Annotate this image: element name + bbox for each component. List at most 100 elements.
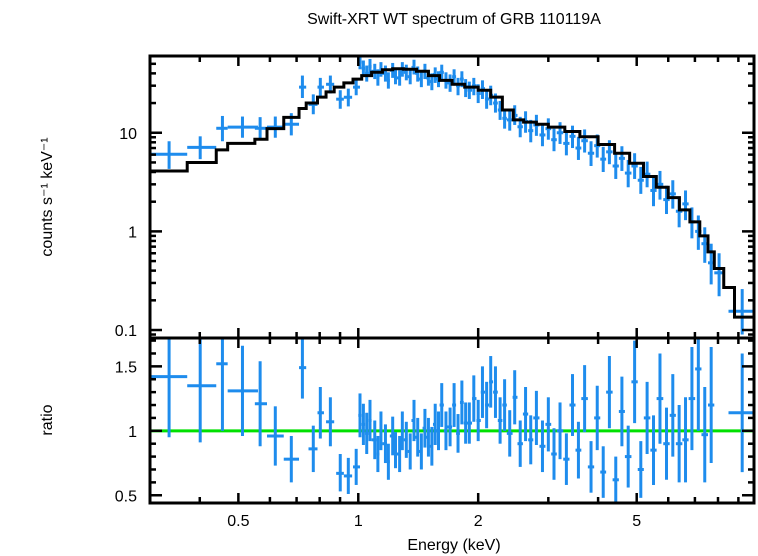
data-point — [539, 420, 546, 473]
data-point — [317, 77, 324, 98]
data-point — [227, 116, 258, 138]
data-point — [187, 338, 217, 443]
data-point — [669, 180, 676, 209]
data-point — [467, 81, 473, 99]
y-tick-label: 0.5 — [115, 488, 137, 505]
data-point — [353, 448, 361, 485]
data-point — [476, 399, 481, 442]
data-point — [432, 403, 437, 445]
data-point — [439, 383, 444, 427]
y-axis-label-ratio: ratio — [39, 404, 56, 435]
data-point — [545, 397, 552, 452]
data-point — [443, 411, 448, 451]
data-point — [439, 64, 444, 81]
data-point — [336, 454, 344, 492]
data-point — [436, 411, 441, 451]
data-point — [317, 386, 324, 439]
data-point — [472, 375, 477, 422]
data-point — [637, 441, 644, 498]
y-tick-label: 1 — [128, 424, 137, 441]
data-point — [517, 420, 523, 467]
data-point — [512, 370, 518, 425]
data-point — [299, 75, 307, 99]
data-point — [533, 390, 540, 445]
data-point — [326, 397, 335, 447]
data-point — [551, 128, 557, 152]
data-point — [631, 153, 638, 179]
spectrum-plot-area — [150, 56, 754, 335]
data-point — [506, 110, 513, 131]
data-point — [216, 338, 228, 431]
data-point — [150, 338, 188, 438]
x-axis-label: Energy (keV) — [407, 537, 500, 554]
data-point — [382, 424, 387, 464]
data-point — [682, 190, 689, 221]
data-point — [376, 435, 380, 473]
data-point — [365, 65, 369, 82]
data-point — [400, 411, 404, 451]
data-point — [463, 402, 468, 444]
chart-title: Swift-XRT WT spectrum of GRB 110119A — [307, 11, 601, 28]
data-point — [403, 64, 408, 81]
data-point — [497, 397, 503, 444]
data-point — [227, 345, 258, 436]
data-point — [418, 433, 423, 470]
data-point — [539, 124, 546, 147]
y-tick-label: 0.1 — [115, 323, 137, 340]
data-point — [396, 435, 402, 473]
data-point — [283, 435, 300, 483]
data-point — [480, 366, 485, 418]
x-tick-label: 1 — [354, 513, 363, 530]
data-point — [594, 385, 601, 451]
data-point — [358, 393, 362, 438]
data-point — [403, 421, 408, 458]
data-point — [343, 88, 353, 107]
data-point — [612, 153, 619, 179]
data-point — [506, 410, 513, 457]
data-point — [587, 441, 595, 493]
data-point — [624, 425, 632, 488]
y-axis-label-counts: counts s⁻¹ keV⁻¹ — [39, 137, 56, 256]
data-point — [267, 116, 284, 138]
data-point — [386, 443, 390, 480]
data-point — [467, 402, 473, 444]
data-point — [150, 141, 188, 169]
data-point — [606, 356, 613, 429]
x-tick-label: 0.5 — [227, 513, 249, 530]
data-point — [587, 141, 595, 167]
data-point — [446, 407, 453, 447]
data-point — [612, 456, 619, 503]
data-point — [728, 353, 754, 473]
data-point — [575, 136, 582, 160]
data-point — [267, 406, 284, 466]
ratio-frame — [148, 336, 756, 505]
data-point — [386, 72, 390, 89]
data-point — [551, 428, 557, 480]
data-point — [714, 253, 724, 297]
data-point — [695, 338, 702, 431]
data-point — [418, 71, 423, 88]
data-point — [522, 386, 529, 442]
data-point — [701, 386, 708, 483]
data-point — [368, 58, 372, 75]
data-point — [600, 446, 607, 498]
data-point — [389, 416, 395, 456]
data-point — [216, 115, 228, 142]
data-point — [484, 90, 490, 109]
data-point — [254, 117, 268, 140]
data-point — [707, 347, 715, 464]
data-point — [415, 417, 420, 457]
data-point — [502, 379, 507, 431]
y-tick-label: 1.5 — [115, 359, 137, 376]
data-point — [368, 399, 372, 442]
data-point — [452, 383, 457, 427]
data-point — [396, 70, 402, 86]
data-point — [456, 414, 460, 453]
data-point — [411, 399, 416, 442]
data-point — [669, 374, 676, 457]
data-point — [343, 457, 353, 494]
data-point — [411, 59, 416, 75]
data-point — [728, 289, 754, 335]
spectrum-frame — [148, 54, 756, 340]
data-point — [502, 108, 507, 129]
